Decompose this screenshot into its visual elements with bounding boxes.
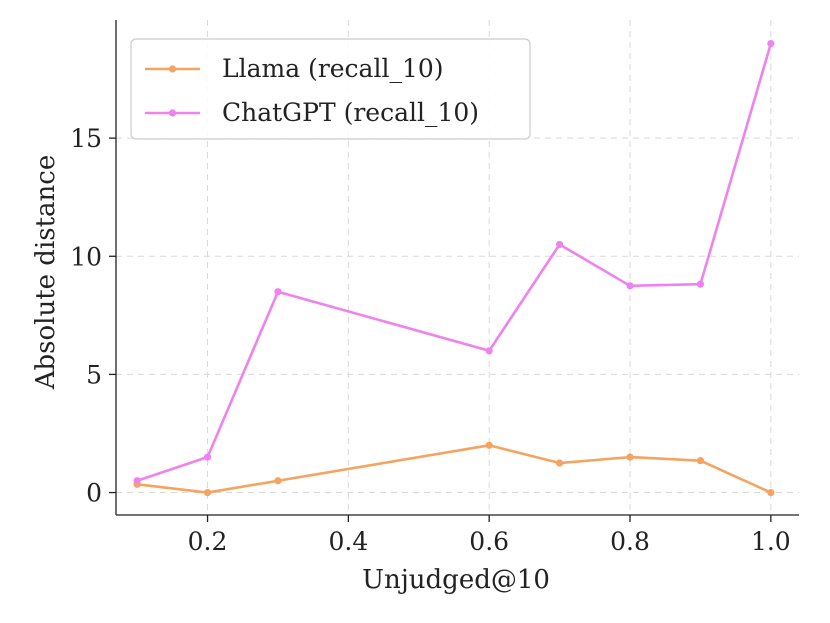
x-tick-label: 0.4 [328,527,368,556]
series-chatgpt [133,40,775,485]
x-tick-label: 0.8 [610,527,650,556]
legend-label-llama: Llama (recall_10) [222,54,444,83]
data-point-chatgpt [485,347,493,355]
data-point-llama [696,457,705,465]
x-axis-label: Unjudged@10 [362,565,550,595]
data-point-chatgpt [626,282,634,290]
legend-item-llama: Llama (recall_10) [145,54,444,83]
legend-marker-chatgpt [168,109,177,117]
data-point-llama [485,441,493,449]
data-point-chatgpt [555,240,564,249]
data-point-llama [555,459,564,467]
data-point-chatgpt [203,453,212,461]
series-llama [133,441,775,497]
legend-frame [130,38,531,140]
y-tick-label: 5 [86,360,102,389]
ticks: 0.2 0.4 0.6 0.8 1.0 0 5 10 15 [70,124,791,556]
axes [115,20,799,516]
data-point-llama [767,488,775,497]
data-point-llama [626,453,634,461]
x-tick-label: 0.6 [469,527,509,556]
data-point-llama [203,488,212,497]
data-point-chatgpt [696,280,705,288]
data-point-chatgpt [767,40,775,48]
legend-marker-llama [168,65,177,73]
x-tick-label: 0.2 [188,527,228,556]
legend: Llama (recall_10) ChatGPT (recall_10) [130,38,531,140]
data-point-llama [274,477,282,485]
series-line-chatgpt [136,43,773,482]
y-tick-label: 10 [70,242,102,271]
series-line-llama [136,443,772,494]
series-layer [133,40,775,497]
x-tick-label: 1.0 [751,527,791,556]
data-point-chatgpt [274,288,282,296]
data-point-chatgpt [133,477,141,485]
y-tick-label: 15 [70,124,102,153]
y-axis-label: Absolute distance [31,155,61,391]
y-tick-label: 0 [86,479,102,508]
legend-label-chatgpt: ChatGPT (recall_10) [222,98,479,127]
legend-item-chatgpt: ChatGPT (recall_10) [145,98,479,127]
